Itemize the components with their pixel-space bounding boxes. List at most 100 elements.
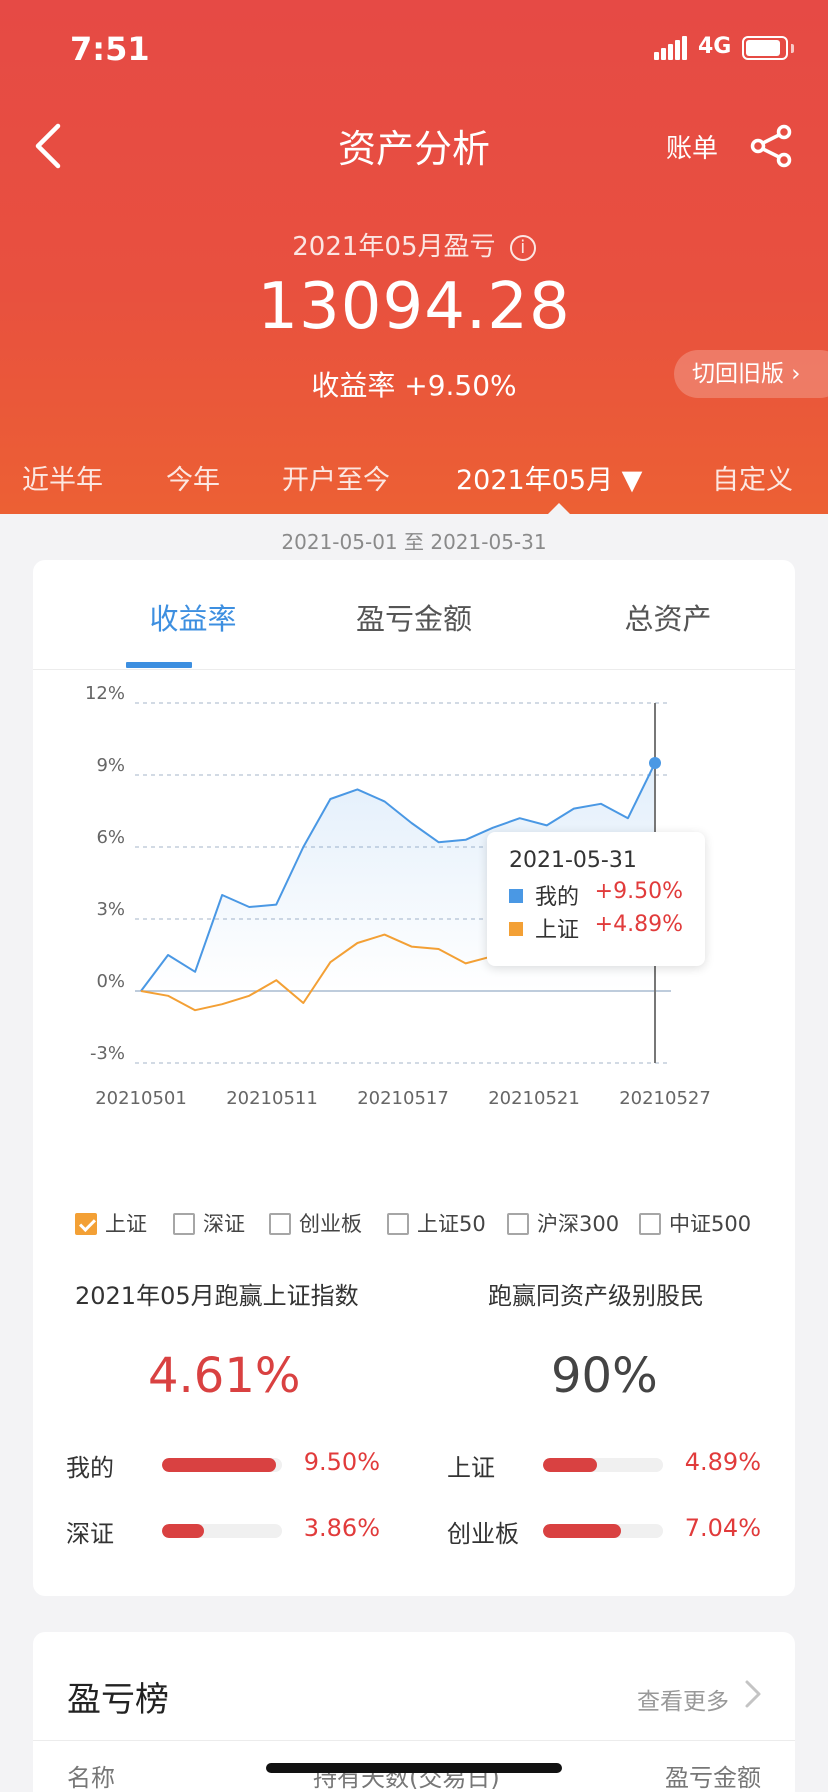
x-tick-label: 20210501 [95,1088,187,1109]
tooltip-row-label: 我的 [535,885,580,910]
back-arrow-icon[interactable] [28,120,68,172]
bar-row-chinext: 创业板 7.04% [447,1510,761,1550]
bar-track [543,1524,663,1538]
share-icon[interactable] [748,122,796,170]
analysis-card: 收益率 盈亏金额 总资产 12% 9% 6% 3% 0% -3% 20210501 20210… [33,560,795,1596]
legend-csi500[interactable]: 中证500 [639,1208,751,1238]
legend-label: 深证 [203,1212,245,1236]
checkbox-icon[interactable] [269,1213,291,1235]
checkbox-icon[interactable] [507,1213,529,1235]
tab-custom[interactable]: 自定义 [712,465,793,496]
series-shanghai-swatch [509,922,523,936]
tab-half-year[interactable]: 近半年 [22,465,103,496]
tooltip-row-value: +9.50% [594,879,683,904]
legend-chinext[interactable]: 创业板 [269,1208,362,1238]
beat-investors-title: 跑赢同资产级别股民 [488,1282,704,1310]
info-icon[interactable]: i [509,235,536,261]
y-tick-label: 6% [96,827,125,848]
bar-fill [162,1524,204,1538]
legend-label: 沪深300 [537,1212,620,1236]
chevron-right-icon[interactable] [743,1678,763,1710]
tab-month-select[interactable]: 2021年05月 ▼ [456,465,643,496]
column-header-profit: 盈亏金额 [665,1764,761,1792]
y-tick-label: 3% [96,899,125,920]
tab-this-year[interactable]: 今年 [166,465,220,496]
beat-index-title: 2021年05月跑赢上证指数 [75,1282,359,1310]
chart-tooltip: 2021-05-31 我的 +9.50% 上证 +4.89% [487,832,705,966]
y-tick-label: 12% [85,683,125,704]
bar-value: 9.50% [303,1448,380,1476]
column-header-name: 名称 [67,1764,115,1792]
series-mine-swatch [509,889,523,903]
status-bar: 7:51 4G [0,0,828,100]
tooltip-row-value: +4.89% [594,912,683,937]
y-tick-label: 0% [96,971,125,992]
y-tick-label: -3% [90,1043,125,1064]
month-label-text: 2021年05月盈亏 [292,232,496,262]
bar-row-mine: 我的 9.50% [66,1444,380,1484]
bar-label: 创业板 [447,1520,519,1548]
bar-label: 上证 [447,1454,495,1482]
index-legend: 上证 深证 创业板 上证50 沪深300 中证500 [33,1208,795,1240]
profit-amount: 13094.28 [257,270,571,344]
active-tab-underline [126,662,192,668]
legend-label: 上证50 [417,1212,486,1236]
series-line-mine [140,762,656,992]
signal-icon [654,36,688,60]
summary-header: 7:51 4G 资产分析 账单 2021年05月盈亏 i 13094.28 收益… [0,0,828,514]
bar-fill [162,1458,276,1472]
tab-since-opening[interactable]: 开户至今 [282,465,390,496]
bar-label: 深证 [66,1520,114,1548]
metric-tabs: 收益率 盈亏金额 总资产 [33,560,795,670]
x-tick-label: 20210527 [619,1088,711,1109]
bar-fill [543,1524,621,1538]
legend-label: 中证500 [669,1212,752,1236]
checkbox-icon[interactable] [173,1213,195,1235]
bar-row-shanghai: 上证 4.89% [447,1444,761,1484]
month-profit-label: 2021年05月盈亏 i [0,226,828,263]
view-more-link[interactable]: 查看更多 [637,1689,729,1715]
tooltip-date: 2021-05-31 [509,848,637,873]
bar-value: 7.04% [684,1514,761,1542]
y-tick-label: 9% [96,755,125,776]
x-tick-label: 20210521 [488,1088,580,1109]
switch-old-version-button[interactable]: 切回旧版 › [674,350,828,398]
active-tab-pointer [547,503,571,515]
tab-profit-amount[interactable]: 盈亏金额 [355,602,472,636]
checkbox-icon[interactable] [387,1213,409,1235]
checkbox-checked-icon[interactable] [75,1213,97,1235]
legend-csi300[interactable]: 沪深300 [507,1208,619,1238]
beat-index-value: 4.61% [148,1348,301,1404]
legend-label: 创业板 [299,1212,362,1236]
bar-track [543,1458,663,1472]
bar-row-shenzhen: 深证 3.86% [66,1510,380,1550]
network-type: 4G [698,34,732,59]
bar-value: 3.86% [303,1514,380,1542]
tab-return-rate[interactable]: 收益率 [149,602,237,636]
battery-icon [742,36,788,60]
checkbox-icon[interactable] [639,1213,661,1235]
page-title: 资产分析 [337,127,490,171]
x-tick-label: 20210517 [357,1088,449,1109]
tooltip-row-mine: 我的 +9.50% [509,879,683,912]
legend-sse50[interactable]: 上证50 [387,1208,486,1238]
bill-button[interactable]: 账单 [666,134,719,164]
tab-total-assets[interactable]: 总资产 [624,602,712,636]
bar-fill [543,1458,597,1472]
period-tabs: 近半年 今年 开户至今 2021年05月 ▼ 自定义 [0,452,828,502]
date-range: 2021-05-01 至 2021-05-31 [281,530,547,554]
home-indicator [266,1763,562,1773]
point-mine-last [649,757,661,769]
bar-label: 我的 [66,1454,114,1482]
bar-value: 4.89% [684,1448,761,1476]
beat-investors-value: 90% [551,1348,658,1404]
return-rate: 收益率 +9.50% [311,369,517,402]
tooltip-row-label: 上证 [535,918,580,943]
bar-track [162,1458,282,1472]
x-tick-label: 20210511 [226,1088,318,1109]
legend-label: 上证 [105,1212,147,1236]
legend-shanghai[interactable]: 上证 [75,1208,147,1238]
tooltip-row-shanghai: 上证 +4.89% [509,912,683,945]
bar-track [162,1524,282,1538]
legend-shenzhen[interactable]: 深证 [173,1208,245,1238]
